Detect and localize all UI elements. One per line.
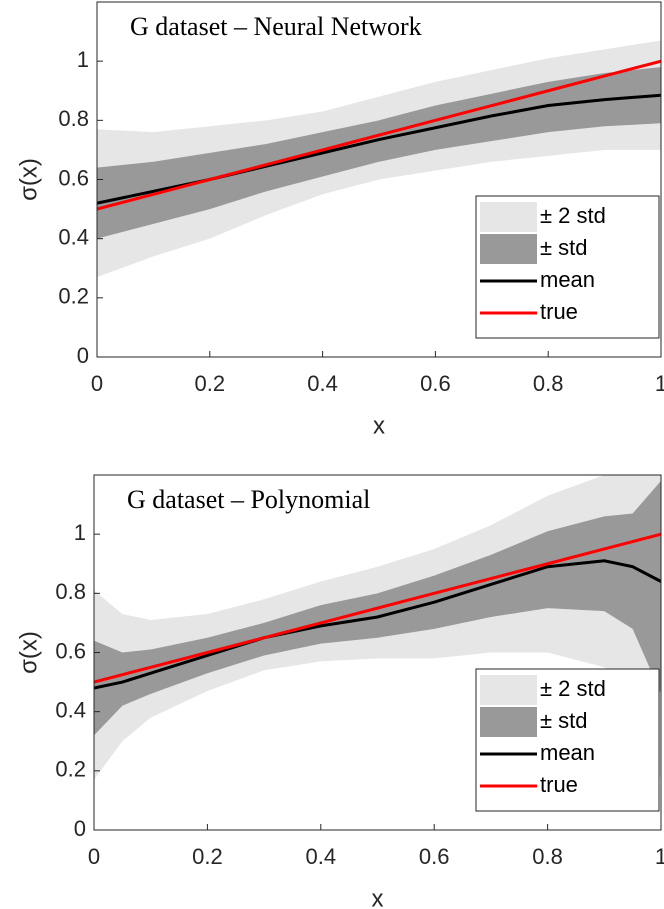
x-tick-label: 0 [91,371,103,396]
x-tick-label: 1 [655,371,664,396]
line [97,59,661,211]
x-tick-label: 0.4 [306,844,337,869]
legend-label: mean [540,267,595,292]
x-tick-label: 1 [655,844,664,869]
y-tick-label: 0.2 [58,284,89,309]
x-tick-label: 0.8 [533,371,564,396]
legend-label: ± 2 std [540,676,606,701]
line [94,532,661,684]
y-tick-label: 0.6 [55,638,86,663]
legend-label: true [540,772,578,797]
legend-label: ± std [540,235,588,260]
y-tick-label: 0.8 [55,579,86,604]
legend-label: mean [540,740,595,765]
x-tick-label: 0.6 [420,371,451,396]
x-tick-label: 0.4 [307,371,338,396]
y-tick-label: 0 [77,343,89,368]
y-tick-label: 1 [74,520,86,545]
plot-area [97,2,661,357]
x-tick-label: 0.6 [419,844,450,869]
y-tick-label: 0.4 [55,697,86,722]
y-tick-label: 1 [77,47,89,72]
line [94,559,661,690]
legend-swatch [480,707,537,737]
legend: ± 2 std ± std mean true [475,668,660,812]
x-axis-label: x [373,412,385,439]
legend-label: ± 2 std [540,203,606,228]
chart-title: G dataset – Polynomial [127,485,370,514]
chart-title: G dataset – Neural Network [130,12,422,41]
x-tick-label: 0 [88,844,100,869]
x-tick-label: 0.2 [195,371,226,396]
legend-label: true [540,299,578,324]
legend-swatch [480,202,537,232]
y-tick-label: 0.2 [55,757,86,782]
legend-label: ± std [540,708,588,733]
y-tick-label: 0.8 [58,106,89,131]
legend-swatch [480,234,537,264]
legend-swatch [480,675,537,705]
y-tick-label: 0 [74,816,86,841]
x-tick-label: 0.2 [192,844,223,869]
y-tick-label: 0.6 [58,165,89,190]
y-axis-label: σ(x) [15,158,42,201]
legend: ± 2 std ± std mean true [475,195,660,339]
y-axis-label: σ(x) [15,631,42,674]
y-tick-label: 0.4 [58,224,89,249]
x-axis-label: x [372,885,384,909]
x-tick-label: 0.8 [532,844,563,869]
